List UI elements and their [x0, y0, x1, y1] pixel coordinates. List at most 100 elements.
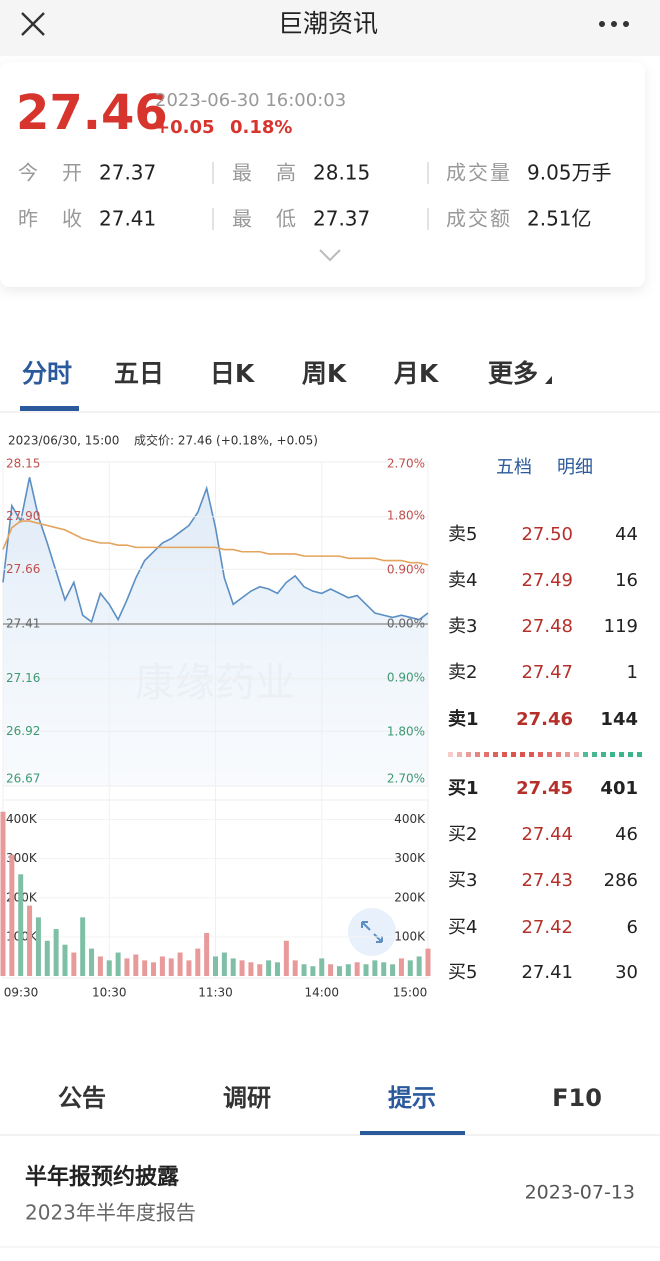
book-separator-dot	[457, 752, 462, 757]
volume-bar	[142, 960, 148, 976]
book-separator-dot	[556, 752, 561, 757]
book-price: 27.46	[516, 709, 573, 730]
price-area	[3, 477, 428, 786]
bottom-tab[interactable]: 公告	[58, 1084, 106, 1112]
book-volume: 30	[615, 962, 638, 983]
volume-tick-label: 200K	[394, 890, 426, 904]
expand-chevron[interactable]	[319, 249, 341, 262]
volume-bar	[97, 956, 103, 976]
stat-label: 最高	[232, 161, 320, 185]
book-price: 27.45	[516, 778, 573, 799]
y2-tick-label: 2.70%	[387, 772, 425, 786]
book-price: 27.43	[521, 870, 573, 891]
book-label: 买2	[448, 824, 477, 845]
book-separator-dot	[466, 752, 471, 757]
book-volume: 16	[615, 570, 638, 591]
tab[interactable]: 五日	[114, 359, 164, 388]
tab[interactable]: 周K	[302, 359, 348, 388]
volume-bar	[159, 956, 165, 976]
tab[interactable]: 更多	[488, 359, 538, 388]
volume-bar	[124, 958, 130, 976]
volume-bar	[71, 952, 77, 976]
book-price: 27.50	[521, 524, 573, 545]
stat-value: 28.15	[313, 161, 370, 185]
zoom-button[interactable]	[348, 908, 396, 956]
book-separator-dot	[529, 752, 534, 757]
book-price: 27.47	[521, 662, 573, 683]
volume-bar	[204, 932, 210, 976]
tab[interactable]: 月K	[393, 359, 440, 388]
book-volume: 144	[600, 709, 638, 730]
volume-bar	[9, 854, 15, 976]
book-volume: 119	[604, 616, 638, 637]
book-separator-dot	[520, 752, 525, 757]
book-volume: 46	[615, 824, 638, 845]
y2-tick-label: 1.80%	[387, 509, 425, 523]
volume-bar	[221, 952, 227, 976]
stat-value: 27.41	[99, 207, 156, 231]
volume-bar	[372, 960, 378, 976]
volume-bar	[44, 940, 50, 976]
book-separator-dot	[448, 752, 453, 757]
tab[interactable]: 分时	[22, 359, 72, 388]
volume-bar	[248, 962, 254, 976]
book-price: 27.49	[521, 570, 573, 591]
book-tab[interactable]: 明细	[557, 457, 593, 478]
intraday-chart: 2023/06/30, 15:00 成交价: 27.46 (+0.18%, +0.…	[0, 433, 431, 1000]
more-button[interactable]	[599, 21, 629, 27]
bottom-tab[interactable]: 提示	[388, 1084, 436, 1112]
volume-bar	[239, 960, 245, 976]
volume-bar	[0, 811, 6, 976]
book-volume: 6	[627, 917, 638, 938]
volume-bar	[133, 954, 139, 976]
stat-label: 成交额	[446, 207, 512, 231]
book-label: 买1	[448, 778, 479, 799]
book-separator-dot	[583, 752, 588, 757]
stat-value: 2.51亿	[527, 207, 592, 231]
book-label: 卖5	[448, 524, 477, 545]
y-tick-label: 26.92	[6, 724, 40, 738]
volume-bar	[35, 917, 41, 976]
bottom-tab[interactable]: F10	[552, 1084, 602, 1112]
book-price: 27.44	[521, 824, 573, 845]
book-separator-dot	[502, 752, 507, 757]
close-button[interactable]	[21, 12, 45, 36]
volume-bar	[407, 960, 413, 976]
volume-bar	[230, 958, 236, 976]
bottom-tab[interactable]: 调研	[223, 1084, 271, 1112]
y-tick-label: 27.90	[6, 509, 40, 523]
book-separator-dot	[592, 752, 597, 757]
book-separator-dot	[547, 752, 552, 757]
book-separator-dot	[637, 752, 642, 757]
book-volume: 1	[627, 662, 638, 683]
book-separator-dot	[601, 752, 606, 757]
stat-value: 9.05万手	[527, 161, 612, 185]
book-price: 27.41	[521, 962, 573, 983]
volume-bar	[168, 958, 174, 976]
volume-bar	[381, 962, 387, 976]
volume-bar	[310, 966, 316, 976]
book-separator-dot	[538, 752, 543, 757]
tab[interactable]: 日K	[210, 359, 256, 388]
book-tab[interactable]: 五档	[496, 457, 532, 478]
volume-bar	[390, 964, 396, 976]
book-label: 卖2	[448, 662, 477, 683]
tab-underline	[360, 1131, 465, 1135]
notice-subtitle: 2023年半年度报告	[25, 1201, 196, 1225]
stat-label: 成交量	[446, 161, 512, 185]
volume-tick-label: 300K	[394, 851, 426, 865]
y2-tick-label: 0.90%	[387, 671, 425, 685]
quote-card	[0, 62, 645, 287]
y-tick-label: 27.41	[6, 617, 40, 631]
book-separator-dot	[475, 752, 480, 757]
book-label: 买5	[448, 962, 477, 983]
notice-title[interactable]: 半年报预约披露	[25, 1164, 180, 1190]
y2-tick-label: 0.90%	[387, 563, 425, 577]
book-volume: 286	[604, 870, 638, 891]
price-line	[2, 477, 429, 624]
volume-bar	[27, 905, 33, 976]
more-triangle	[545, 376, 552, 384]
price: 27.46	[16, 85, 168, 141]
book-separator-dot	[493, 752, 498, 757]
volume-bar	[257, 964, 263, 976]
